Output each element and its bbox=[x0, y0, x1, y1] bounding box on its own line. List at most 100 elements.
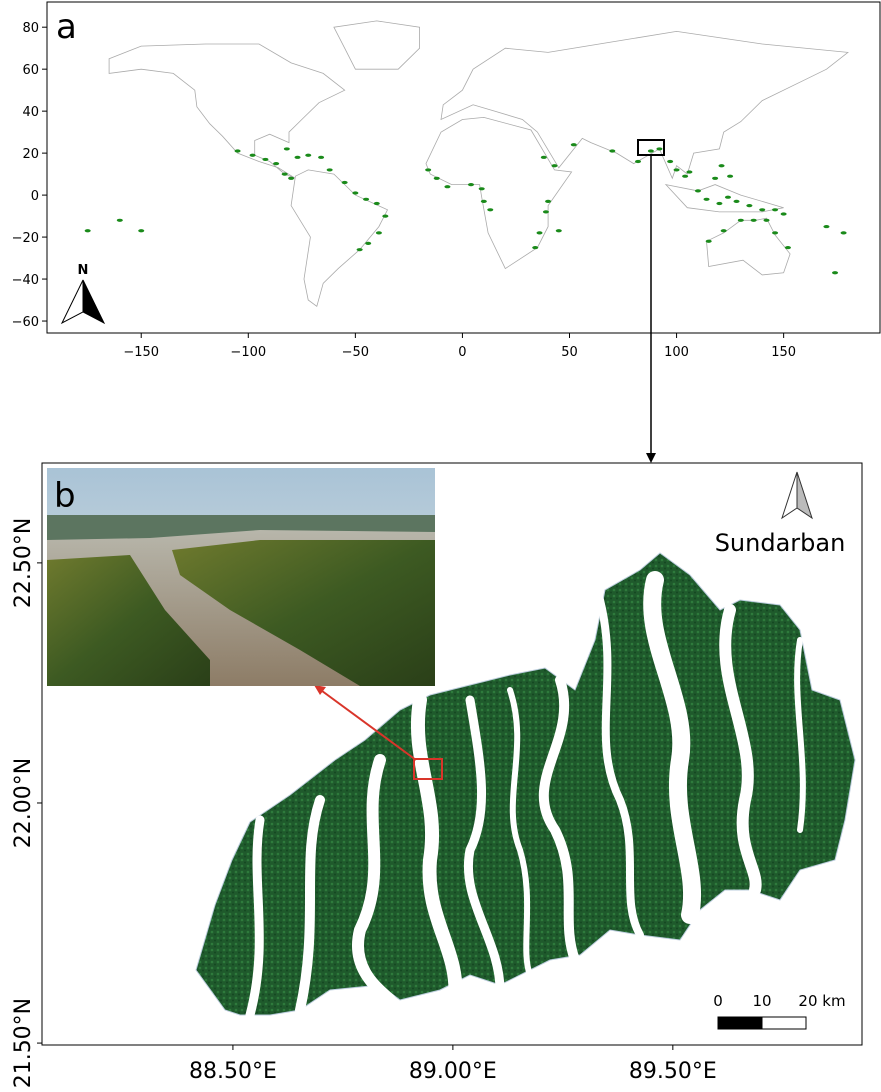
mangrove-patch bbox=[716, 202, 722, 205]
x-tick-label: 100 bbox=[664, 345, 689, 360]
mangrove-patch bbox=[746, 204, 752, 207]
scale-bar-label: 0 bbox=[713, 992, 723, 1010]
mangrove-patch bbox=[727, 175, 733, 178]
scale-bar-segment bbox=[718, 1017, 762, 1029]
mangrove-patch bbox=[764, 219, 770, 222]
y-tick-label: 40 bbox=[22, 105, 39, 120]
mangrove-patch bbox=[556, 229, 562, 232]
mangrove-patch bbox=[571, 143, 577, 146]
mangrove-patch bbox=[282, 173, 288, 176]
mangrove-patch bbox=[352, 191, 358, 194]
y-tick-label: 22.50°N bbox=[11, 518, 36, 608]
panel-label: a bbox=[56, 7, 77, 47]
mangrove-patch bbox=[468, 183, 474, 186]
y-tick-label: 22.00°N bbox=[11, 758, 36, 848]
mangrove-patch bbox=[781, 212, 787, 215]
panel-a-frame bbox=[47, 2, 880, 333]
mangrove-patch bbox=[327, 168, 333, 171]
mangrove-patch bbox=[772, 208, 778, 211]
x-tick-label: −150 bbox=[123, 345, 159, 360]
mangrove-patch bbox=[609, 149, 615, 152]
x-tick-label: 150 bbox=[771, 345, 796, 360]
mangrove-patch bbox=[85, 229, 91, 232]
mangrove-patch bbox=[686, 170, 692, 173]
mangrove-patch bbox=[382, 214, 388, 217]
mangrove-patch bbox=[648, 149, 654, 152]
mangrove-patch bbox=[295, 156, 301, 159]
mangrove-patch bbox=[712, 177, 718, 180]
mangrove-patch bbox=[117, 219, 123, 222]
photo-inset bbox=[47, 468, 435, 686]
mangrove-patch bbox=[545, 200, 551, 203]
mangrove-patch bbox=[832, 271, 838, 274]
mangrove-patch bbox=[823, 225, 829, 228]
y-tick-label: −60 bbox=[12, 315, 39, 330]
mangrove-patch bbox=[537, 231, 543, 234]
mangrove-patch bbox=[235, 149, 241, 152]
mangrove-patch bbox=[481, 200, 487, 203]
mangrove-patch bbox=[738, 219, 744, 222]
mangrove-patch bbox=[250, 154, 256, 157]
x-tick-label: 0 bbox=[458, 345, 466, 360]
mangrove-patch bbox=[734, 200, 740, 203]
north-label: N bbox=[78, 263, 89, 278]
mangrove-patch bbox=[262, 158, 268, 161]
figure: a N b Sundarban − bbox=[0, 0, 881, 1092]
mangrove-patch bbox=[365, 242, 371, 245]
y-tick-label: 21.50°N bbox=[11, 998, 36, 1088]
mangrove-patch bbox=[425, 168, 431, 171]
x-tick-label: −50 bbox=[342, 345, 369, 360]
mangrove-patch bbox=[288, 177, 294, 180]
mangrove-patch bbox=[305, 154, 311, 157]
mangrove-patch bbox=[772, 231, 778, 234]
mangrove-patch bbox=[434, 177, 440, 180]
y-tick-label: −20 bbox=[12, 231, 39, 246]
mangrove-patch bbox=[841, 231, 847, 234]
mangrove-patch bbox=[667, 160, 673, 163]
mangrove-patch bbox=[552, 164, 558, 167]
mangrove-patch bbox=[138, 229, 144, 232]
mangrove-patch bbox=[682, 175, 688, 178]
mangrove-patch bbox=[751, 219, 757, 222]
mangrove-patch bbox=[284, 147, 290, 150]
scale-bar-label: 20 km bbox=[798, 992, 845, 1010]
mangrove-patch bbox=[479, 187, 485, 190]
site-label: Sundarban bbox=[715, 529, 846, 557]
y-tick-label: 60 bbox=[22, 63, 39, 78]
page: {"panel_a": {"label": "a", "north": "N",… bbox=[0, 0, 881, 1092]
mangrove-patch bbox=[532, 246, 538, 249]
mangrove-patch bbox=[363, 198, 369, 201]
mangrove-patch bbox=[543, 210, 549, 213]
mangrove-patch bbox=[357, 248, 363, 251]
mangrove-patch bbox=[674, 168, 680, 171]
y-tick-label: −40 bbox=[12, 273, 39, 288]
x-tick-label: 89.50°E bbox=[629, 1059, 717, 1084]
mangrove-patch bbox=[541, 156, 547, 159]
mangrove-patch bbox=[695, 189, 701, 192]
scale-bar-segment bbox=[762, 1017, 806, 1029]
mangrove-patch bbox=[656, 147, 662, 150]
x-tick-label: −100 bbox=[230, 345, 266, 360]
y-tick-label: 20 bbox=[22, 147, 39, 162]
scale-bar-label: 10 bbox=[752, 992, 771, 1010]
mangrove-patch bbox=[759, 208, 765, 211]
x-tick-label: 89.00°E bbox=[409, 1059, 497, 1084]
mangrove-patch bbox=[273, 162, 279, 165]
mangrove-patch bbox=[719, 164, 725, 167]
x-tick-label: 88.50°E bbox=[189, 1059, 277, 1084]
mangrove-patch bbox=[706, 240, 712, 243]
mangrove-patch bbox=[318, 156, 324, 159]
y-tick-label: 0 bbox=[31, 189, 39, 204]
mangrove-patch bbox=[444, 185, 450, 188]
mangrove-patch bbox=[376, 231, 382, 234]
mangrove-patch bbox=[721, 229, 727, 232]
mangrove-patch bbox=[704, 198, 710, 201]
y-tick-label: 80 bbox=[22, 21, 39, 36]
panel-label: b bbox=[54, 476, 76, 516]
mangrove-patch bbox=[725, 196, 731, 199]
mangrove-patch bbox=[635, 160, 641, 163]
x-tick-label: 50 bbox=[561, 345, 578, 360]
mangrove-patch bbox=[374, 202, 380, 205]
arrowhead bbox=[646, 453, 656, 463]
mangrove-patch bbox=[785, 246, 791, 249]
